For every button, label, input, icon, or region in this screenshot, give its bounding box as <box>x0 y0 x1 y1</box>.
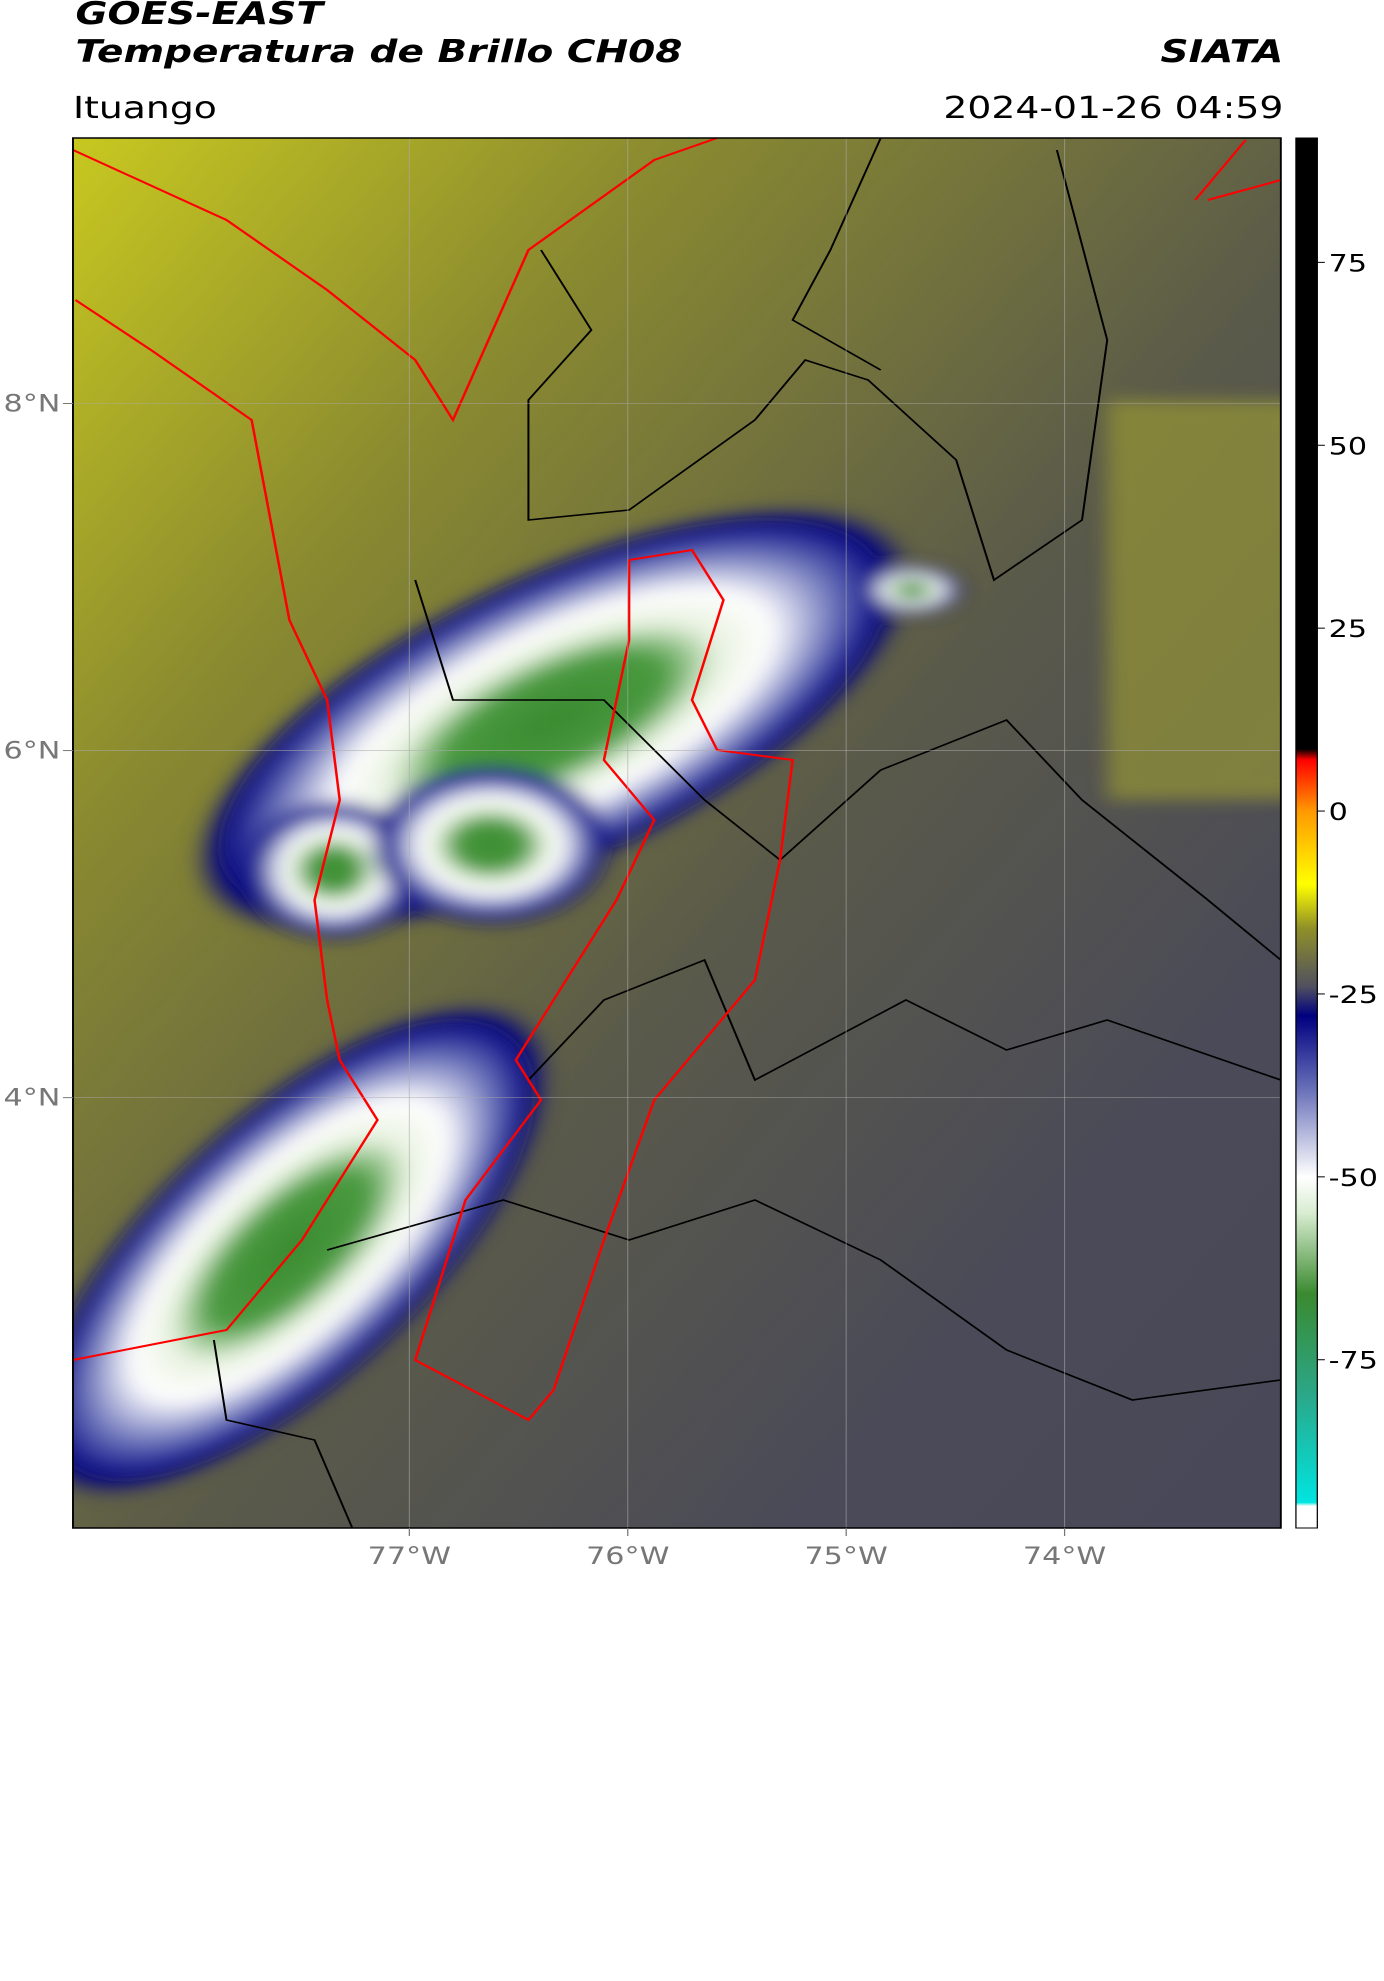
datetime: 2024-01-26 04:59 <box>943 91 1283 126</box>
grid <box>72 138 1281 1528</box>
map <box>72 138 1281 1528</box>
warm-area <box>1107 400 1281 800</box>
y-tick-label: 6°N <box>3 737 60 764</box>
colorbar-tick-label: 0 <box>1329 799 1348 826</box>
y-tick-label: 4°N <box>3 1085 60 1112</box>
colorbar-tick-label: -75 <box>1329 1348 1378 1375</box>
colorbar <box>1295 137 1318 1529</box>
source: SIATA <box>1161 34 1284 70</box>
map-frame <box>72 137 1282 1529</box>
colorbar-tick-label: 25 <box>1329 616 1367 643</box>
colorbar-tick-label: -50 <box>1329 1165 1378 1192</box>
y-tick-label: 8°N <box>3 390 60 417</box>
colorbar-tick-label: 75 <box>1329 250 1367 277</box>
title: GOES-EAST <box>75 0 326 32</box>
x-tick-label: 75°W <box>804 1543 887 1570</box>
subtitle: Temperatura de Brillo CH08 <box>75 34 682 70</box>
x-tick-label: 74°W <box>1023 1543 1106 1570</box>
x-tick-label: 77°W <box>368 1543 451 1570</box>
x-tick-label: 76°W <box>586 1543 669 1570</box>
borders <box>212 138 1281 1528</box>
boundaries <box>72 138 1281 1422</box>
place: Ituango <box>73 91 217 126</box>
colorbar-tick-label: 50 <box>1329 433 1367 460</box>
clouds <box>72 505 963 1498</box>
colorbar-tick-label: -25 <box>1329 982 1378 1009</box>
